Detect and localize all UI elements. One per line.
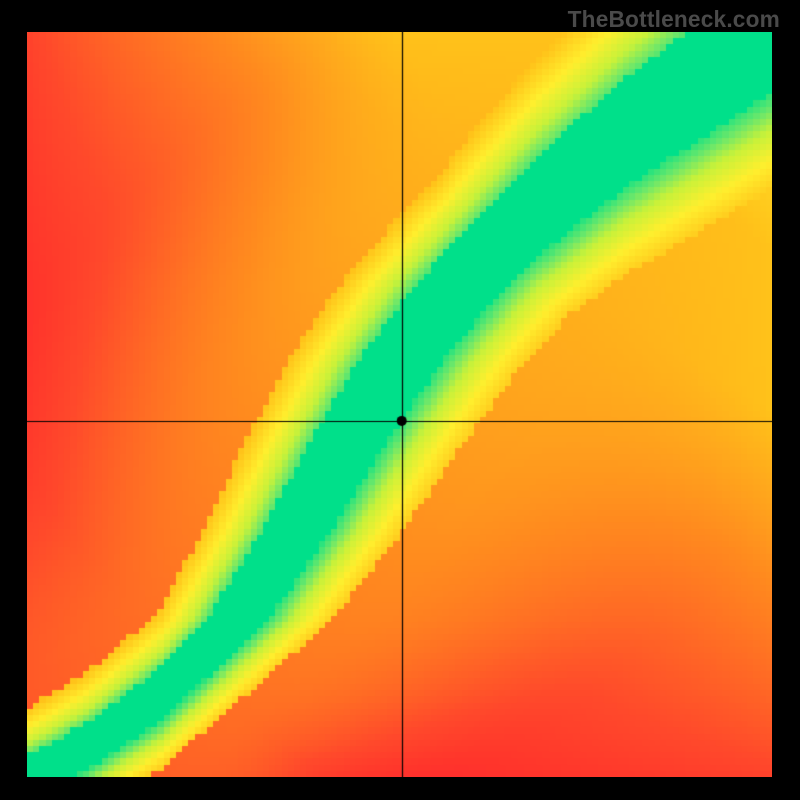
bottleneck-heatmap <box>27 32 772 777</box>
watermark-text: TheBottleneck.com <box>568 6 780 33</box>
